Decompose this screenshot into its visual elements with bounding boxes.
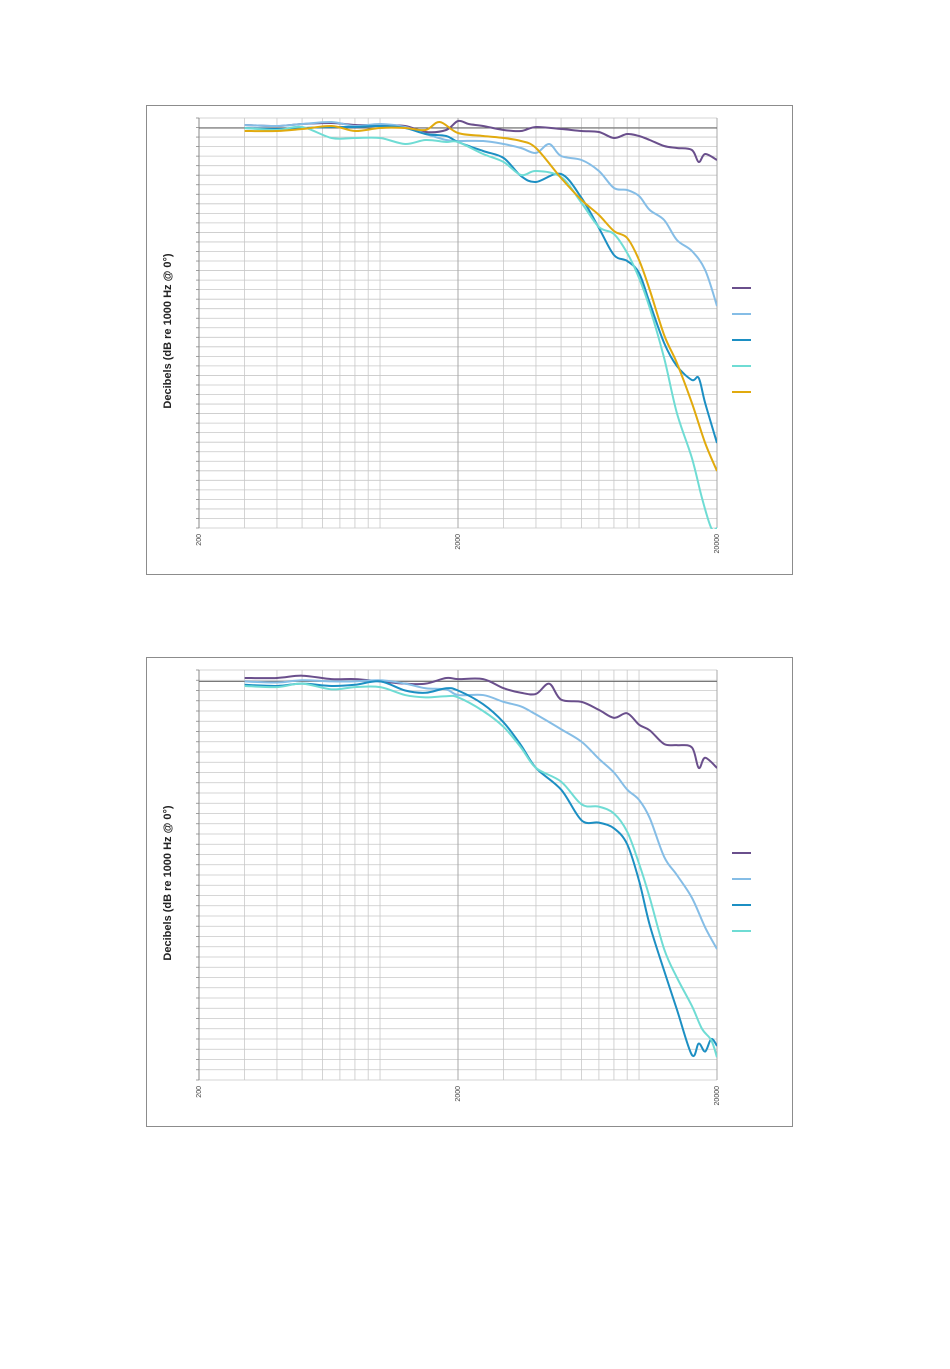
y-axis-label: Decibels (dB re 1000 Hz @ 0°) — [162, 253, 174, 408]
series-line-3 — [244, 124, 717, 444]
x-tick-label: 20000 — [714, 534, 721, 554]
series-line-1 — [244, 674, 717, 769]
series-line-5 — [244, 121, 717, 472]
x-tick-label: 20000 — [714, 1086, 721, 1106]
chart-frame-1: 200 2000 20000 Decibels (dB re 1000 Hz @ 0°… — [146, 105, 793, 575]
chart-2-svg: 200 2000 20000 Decibels (dB re 1000 Hz @ 0°… — [162, 669, 751, 1106]
series-line-2 — [244, 679, 717, 950]
series-line-4 — [244, 682, 717, 1058]
x-tick-label: 200 — [196, 1086, 203, 1098]
series-line-3 — [244, 680, 717, 1058]
grid — [196, 117, 718, 529]
x-tick-label: 2000 — [455, 1086, 462, 1102]
y-axis-label: Decibels (dB re 1000 Hz @ 0°) — [162, 805, 174, 960]
series-line-4 — [244, 125, 717, 529]
chart-1-svg: 200 2000 20000 Decibels (dB re 1000 Hz @ 0°… — [162, 117, 751, 554]
x-tick-label: 200 — [196, 534, 203, 546]
grid — [196, 669, 718, 1081]
x-tick-label: 2000 — [455, 534, 462, 550]
chart-frame-2: 200 2000 20000 Decibels (dB re 1000 Hz @ 0°… — [146, 657, 793, 1127]
